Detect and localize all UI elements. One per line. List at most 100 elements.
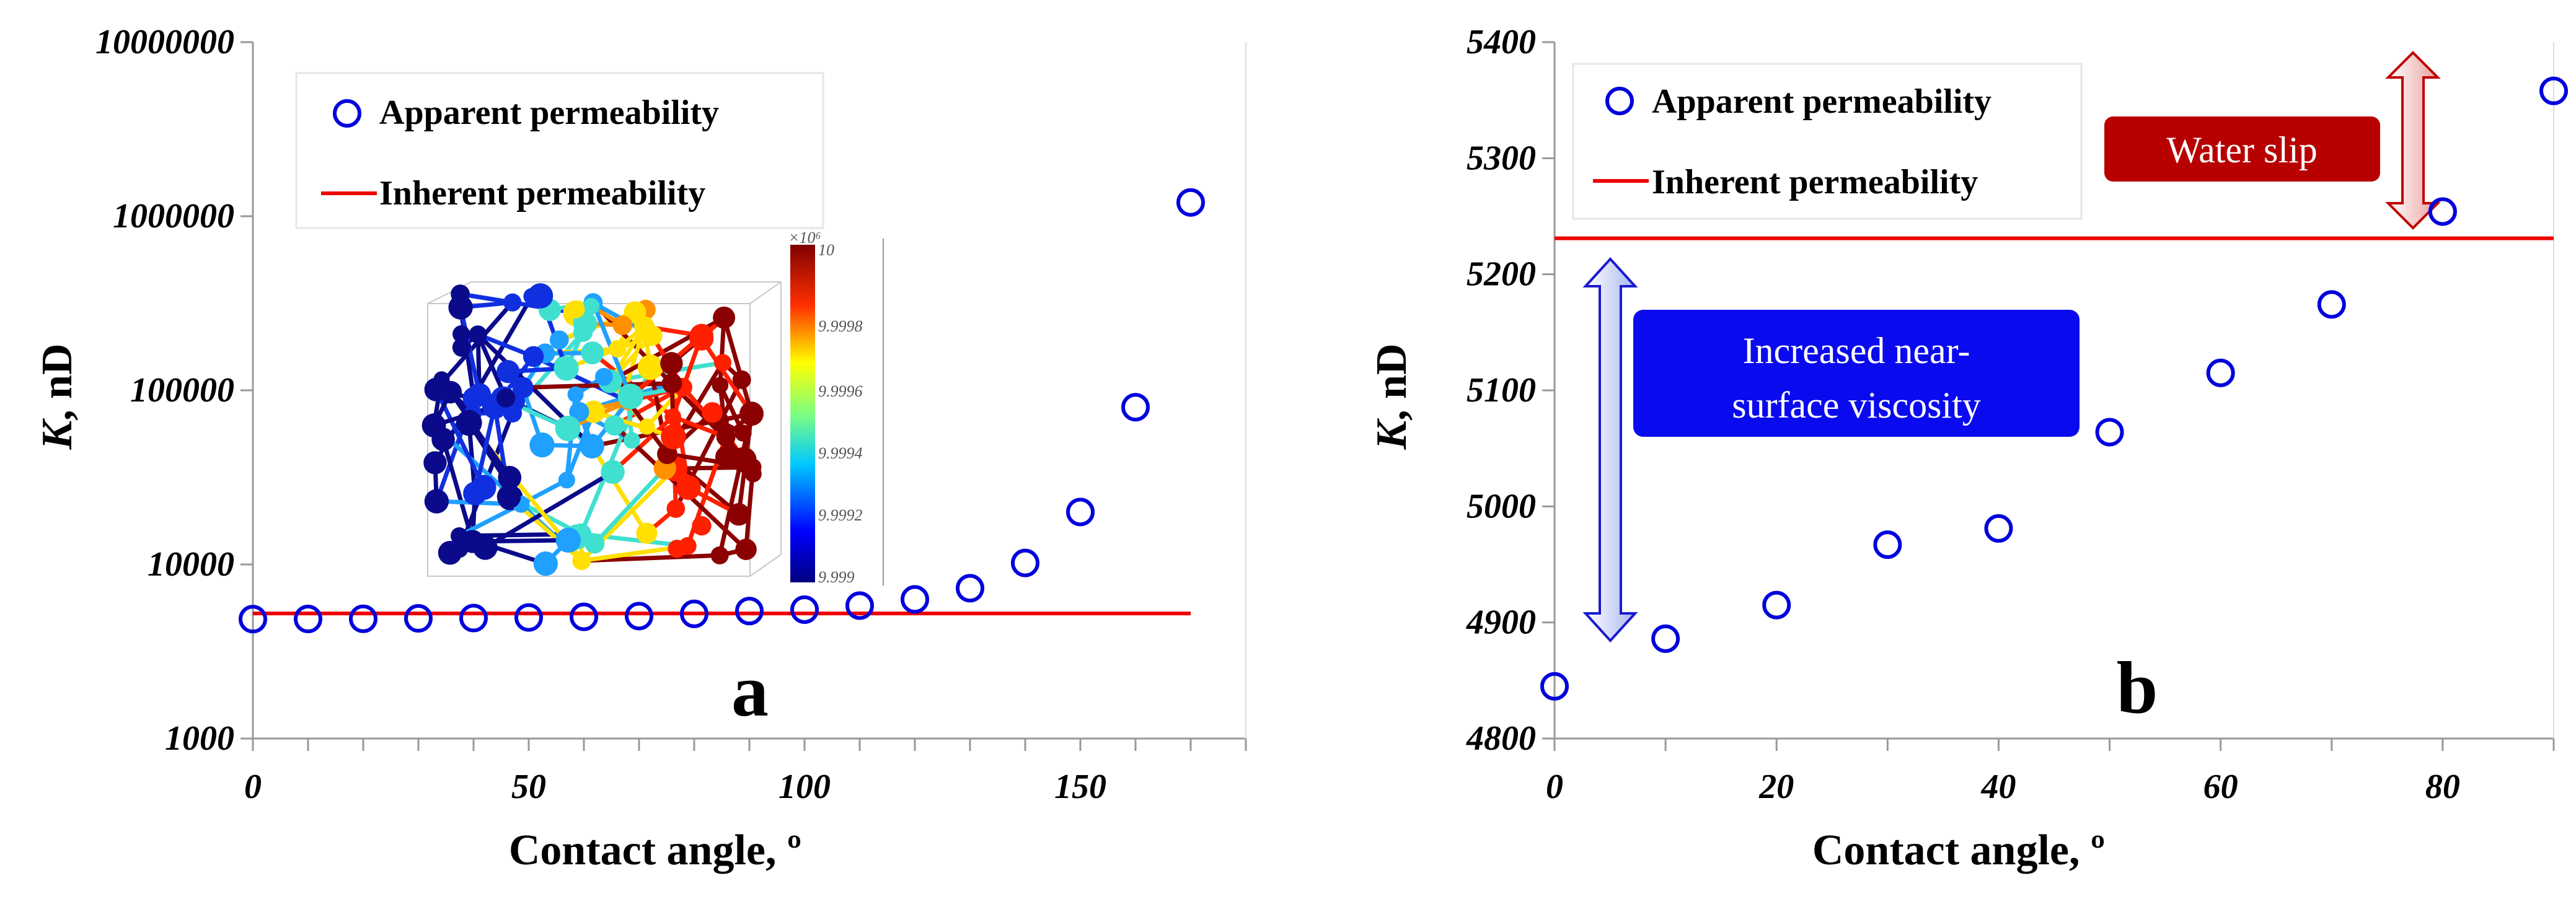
pore-throat xyxy=(593,467,667,545)
apparent-permeability-point xyxy=(2206,358,2235,387)
x-tick-label: 150 xyxy=(1054,768,1106,806)
apparent-permeability-point xyxy=(790,595,819,624)
pore-node xyxy=(567,300,585,318)
pore-node xyxy=(456,410,482,436)
pore-node xyxy=(567,386,584,403)
inset-box-edge xyxy=(749,554,782,577)
y-axis-b: 4800 4900 5000 5100 5200 5300 5400 xyxy=(1466,23,1555,758)
apparent-permeability-point xyxy=(1066,498,1095,527)
y-tick-label: 5000 xyxy=(1467,487,1536,525)
panel-b: 4800 4900 5000 5100 5200 5300 5400 0 20 40 60 80 A… xyxy=(1368,23,2568,874)
colorbar-tick-label: 10 xyxy=(818,241,834,259)
apparent-permeability-point xyxy=(2095,418,2124,447)
pore-node xyxy=(594,367,613,386)
y-axis-title-unit: , nD xyxy=(1368,343,1416,420)
pore-node xyxy=(558,471,575,489)
x-tick-label: 60 xyxy=(2203,768,2238,806)
pore-node xyxy=(569,401,589,422)
colorbar-exponent: ×10⁶ xyxy=(788,229,821,247)
pore-node xyxy=(731,447,757,473)
pore-node xyxy=(716,427,736,447)
y-tick-label: 5200 xyxy=(1467,255,1536,294)
colorbar-tick-label: 9.9998 xyxy=(818,317,863,335)
apparent-permeability-point xyxy=(1651,624,1680,653)
double-arrow-icon xyxy=(2385,51,2441,230)
pore-throat xyxy=(523,381,673,390)
legend-label-inherent: Inherent permeability xyxy=(379,174,705,213)
pore-node xyxy=(666,499,686,518)
pore-node xyxy=(496,388,516,408)
apparent-permeability-point xyxy=(1762,590,1791,620)
pore-node xyxy=(609,340,627,358)
pore-node xyxy=(469,325,487,344)
x-axis-a: 0 50 100 150 xyxy=(244,739,1247,806)
apparent-permeability-point xyxy=(1984,514,2013,543)
colorbar xyxy=(790,245,815,582)
x-tick-label: 80 xyxy=(2425,768,2460,806)
pore-node xyxy=(712,377,729,394)
y-axis-a: 1000 10000 100000 1000000 10000000 xyxy=(95,23,253,758)
pore-node xyxy=(624,301,646,324)
pore-node xyxy=(581,341,604,365)
water-slip-annotation: Water slip xyxy=(2104,51,2441,230)
pore-node xyxy=(439,380,462,404)
pore-throat xyxy=(611,415,674,474)
pore-node xyxy=(732,370,751,389)
pore-node xyxy=(636,522,658,544)
pore-node xyxy=(580,434,604,459)
pore-node xyxy=(714,354,732,372)
pore-network-inset-image: ×10⁶ 10 9.9998 9.9996 9.9994 9.9992 9.99… xyxy=(421,229,884,586)
apparent-permeability-point xyxy=(1176,188,1205,217)
panel-a: 1000 10000 100000 1000000 10000000 0 50 100 150… xyxy=(33,23,1247,874)
apparent-permeability-point xyxy=(404,604,433,633)
viscosity-label-line1: Increased near- xyxy=(1743,330,1970,371)
pore-node xyxy=(523,346,544,367)
apparent-permeability-point xyxy=(680,599,708,628)
pore-throat xyxy=(565,333,653,371)
apparent-permeability-point xyxy=(1873,530,1902,559)
pore-node xyxy=(424,489,449,514)
pore-node xyxy=(527,283,554,309)
pore-node xyxy=(735,538,757,560)
apparent-permeability-point xyxy=(2317,290,2346,319)
y-axis-title-unit: , nD xyxy=(33,343,81,420)
viscosity-label-line2: surface viscosity xyxy=(1732,385,1981,426)
apparent-permeability-point xyxy=(735,597,764,626)
water-slip-label: Water slip xyxy=(2166,129,2317,170)
legend-box xyxy=(1572,63,2083,220)
x-axis-b: 0 20 40 60 80 xyxy=(1546,739,2555,806)
legend-label-apparent: Apparent permeability xyxy=(1652,82,1992,121)
colorbar-tick-label: 9.9994 xyxy=(818,444,863,462)
legend-label-inherent: Inherent permeability xyxy=(1652,163,1978,201)
pore-throat xyxy=(519,478,568,506)
pore-node xyxy=(555,415,581,441)
y-tick-label: 5400 xyxy=(1467,23,1536,61)
y-tick-label: 4800 xyxy=(1466,719,1536,758)
double-arrow-icon xyxy=(1582,257,1638,642)
series-b xyxy=(1540,76,2568,701)
pore-node xyxy=(423,451,447,475)
pore-throat xyxy=(593,410,674,439)
pore-node xyxy=(661,424,686,450)
pore-node xyxy=(496,485,521,509)
y-tick-label: 1000000 xyxy=(113,197,234,235)
inset-box-edge xyxy=(749,281,782,304)
pore-node xyxy=(624,432,640,449)
panel-label-a: a xyxy=(731,649,769,732)
pore-node xyxy=(661,373,682,393)
panel-label-b: b xyxy=(2117,646,2158,729)
pore-throat xyxy=(532,354,630,403)
legend-label-apparent: Apparent permeability xyxy=(379,94,719,132)
y-tick-label: 4900 xyxy=(1466,603,1536,642)
pore-network xyxy=(421,283,764,576)
pore-node xyxy=(734,424,752,442)
pore-node xyxy=(452,325,470,343)
pore-node xyxy=(601,460,625,485)
pore-node xyxy=(463,481,487,506)
pore-node xyxy=(617,384,643,410)
pore-node xyxy=(668,540,686,558)
apparent-permeability-point xyxy=(2539,76,2568,105)
water-slip-box xyxy=(2104,116,2380,182)
pore-throat xyxy=(581,553,720,563)
pore-throat xyxy=(718,317,726,385)
